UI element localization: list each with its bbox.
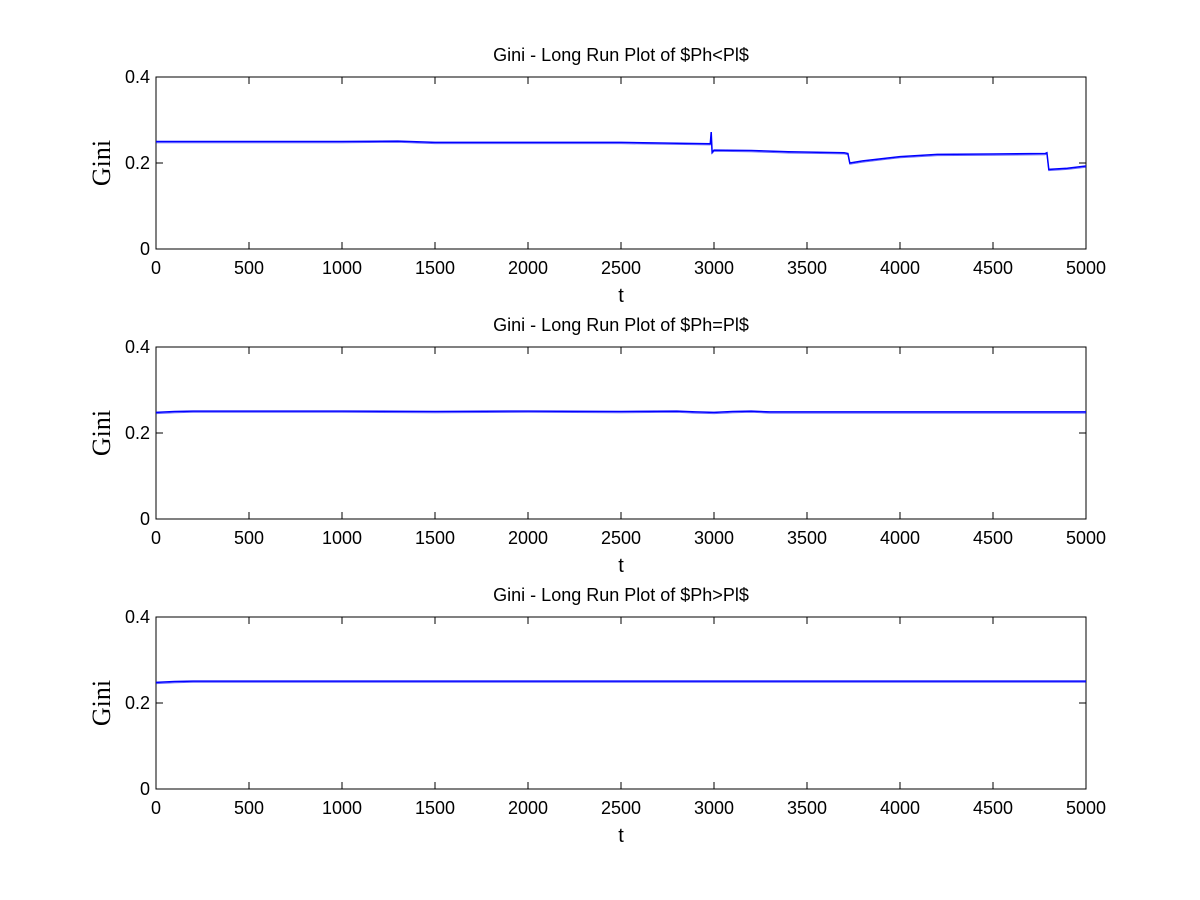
plot-area	[155, 76, 1087, 250]
x-tick-label: 2500	[601, 258, 641, 278]
x-tick-label: 1000	[322, 528, 362, 548]
chart-panel-3: 0 500 1000 1500 2000 2500 3000 3500 4000 4500 5000…	[87, 585, 1106, 847]
x-axis-label: t	[618, 825, 624, 847]
x-tick-label: 1500	[415, 798, 455, 818]
x-tick-label: 3500	[787, 528, 827, 548]
x-tick-label: 1500	[415, 528, 455, 548]
chart-title: Gini - Long Run Plot of $Ph>Pl$	[493, 585, 749, 605]
chart-panel-2: 0 500 1000 1500 2000 2500 3000 3500 4000 4500 5000…	[87, 315, 1106, 577]
x-tick-label: 4000	[880, 528, 920, 548]
y-tick-label: 0.4	[125, 67, 150, 87]
y-tick-label: 0.4	[125, 337, 150, 357]
x-tick-label: 3000	[694, 258, 734, 278]
series-line-band	[155, 681, 1086, 685]
y-tick-label: 0.4	[125, 607, 150, 627]
x-tick-label: 3000	[694, 798, 734, 818]
x-tick-label: 4500	[973, 258, 1013, 278]
x-axis-label: t	[618, 555, 624, 577]
series-line	[156, 131, 1087, 171]
chart-title: Gini - Long Run Plot of $Ph=Pl$	[493, 315, 749, 335]
y-axis-label: Gini	[87, 140, 116, 186]
series-line	[155, 410, 1086, 414]
x-tick-label: 5000	[1066, 798, 1106, 818]
series-line	[155, 680, 1086, 684]
chart-panel-1: 0 500 1000 1500 2000 2500 3000 3500 4000 4500 5000…	[87, 45, 1106, 307]
x-tick-label: 3500	[787, 258, 827, 278]
x-tick-label: 4500	[973, 798, 1013, 818]
plot-area	[155, 346, 1087, 520]
x-tick-label: 0	[151, 258, 161, 278]
x-tick-label: 1000	[322, 258, 362, 278]
series-line-band	[155, 411, 1086, 415]
x-tick-label: 2500	[601, 528, 641, 548]
y-tick-label: 0.2	[125, 693, 150, 713]
x-tick-label: 1500	[415, 258, 455, 278]
x-tick-label: 2000	[508, 798, 548, 818]
x-tick-label: 500	[234, 528, 264, 548]
plot-area	[155, 616, 1087, 790]
x-tick-label: 5000	[1066, 258, 1106, 278]
y-axis-label: Gini	[87, 410, 116, 456]
y-tick-label: 0	[140, 509, 150, 529]
y-tick-label: 0.2	[125, 153, 150, 173]
x-tick-label: 4500	[973, 528, 1013, 548]
x-tick-label: 5000	[1066, 528, 1106, 548]
x-tick-label: 1000	[322, 798, 362, 818]
x-tick-label: 0	[151, 798, 161, 818]
x-tick-label: 0	[151, 528, 161, 548]
x-tick-label: 2000	[508, 528, 548, 548]
y-tick-label: 0.2	[125, 423, 150, 443]
y-tick-label: 0	[140, 779, 150, 799]
x-tick-label: 500	[234, 798, 264, 818]
x-tick-label: 2500	[601, 798, 641, 818]
chart-title: Gini - Long Run Plot of $Ph<Pl$	[493, 45, 749, 65]
series-line-band	[156, 133, 1087, 172]
x-tick-label: 4000	[880, 258, 920, 278]
y-tick-label: 0	[140, 239, 150, 259]
x-axis-label: t	[618, 285, 624, 307]
x-tick-label: 3000	[694, 528, 734, 548]
x-tick-label: 500	[234, 258, 264, 278]
x-tick-label: 2000	[508, 258, 548, 278]
y-axis-label: Gini	[87, 680, 116, 726]
x-tick-label: 3500	[787, 798, 827, 818]
x-tick-label: 4000	[880, 798, 920, 818]
